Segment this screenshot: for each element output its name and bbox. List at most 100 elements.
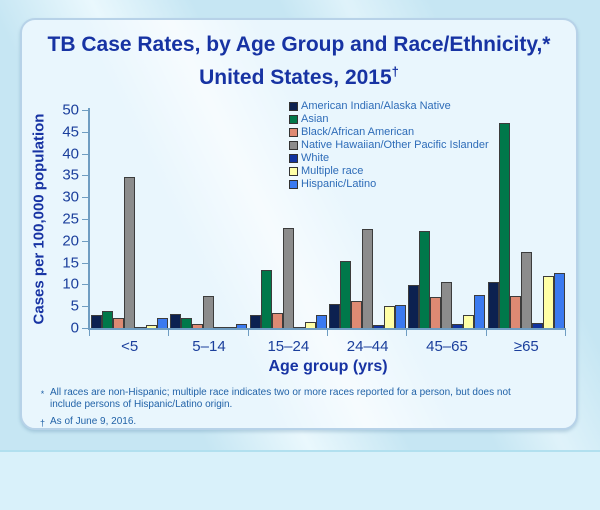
bar bbox=[315, 315, 327, 328]
bar bbox=[498, 122, 510, 328]
footnotes: * All races are non-Hispanic; multiple r… bbox=[35, 387, 565, 434]
y-axis-tick bbox=[82, 328, 88, 329]
bar-group bbox=[407, 110, 486, 328]
x-axis-tick bbox=[247, 330, 249, 336]
y-axis-tick-label: 45 bbox=[62, 123, 79, 141]
x-axis-tick-label: 5–14 bbox=[192, 338, 226, 355]
y-axis-line bbox=[88, 108, 90, 328]
bar bbox=[170, 314, 182, 328]
bar bbox=[408, 285, 420, 328]
bar-group bbox=[249, 110, 328, 328]
bar bbox=[542, 276, 554, 328]
bar-group bbox=[90, 110, 169, 328]
y-axis-tick-label: 50 bbox=[62, 101, 79, 119]
footnote-text: As of June 9, 2016. bbox=[50, 416, 137, 427]
x-axis-tick-label: 15–24 bbox=[267, 338, 310, 355]
bar bbox=[340, 261, 352, 328]
bar bbox=[135, 326, 147, 328]
x-axis-tick-label: 45–65 bbox=[426, 338, 468, 355]
x-axis-tick-labels: <5 5–14 15–24 24–44 45–65 ≥65 bbox=[90, 338, 566, 355]
bar bbox=[441, 282, 453, 328]
bar bbox=[102, 311, 114, 328]
bar bbox=[304, 321, 316, 328]
slide-title-line2: United States, 2015 bbox=[199, 66, 392, 89]
bar bbox=[249, 315, 261, 328]
footnote-asof: † As of June 9, 2016. bbox=[35, 416, 565, 429]
x-axis-title: Age group (yrs) bbox=[268, 358, 388, 375]
y-axis-tick-label: 30 bbox=[62, 188, 79, 206]
bar bbox=[146, 325, 158, 328]
x-axis-tick bbox=[327, 330, 328, 336]
bar bbox=[419, 231, 431, 328]
y-axis-tick-label: 15 bbox=[62, 254, 79, 272]
x-axis-tick-label: <5 bbox=[121, 338, 139, 355]
bar bbox=[430, 297, 442, 328]
y-axis-tick bbox=[82, 197, 88, 199]
bar bbox=[260, 270, 272, 328]
footnote-marker: † bbox=[39, 418, 45, 428]
bar bbox=[531, 322, 543, 328]
bar bbox=[293, 326, 305, 328]
bar bbox=[203, 295, 215, 328]
y-axis-tick bbox=[82, 240, 88, 242]
bar bbox=[91, 314, 103, 328]
y-axis-tick bbox=[82, 284, 88, 286]
bar-group bbox=[487, 110, 566, 328]
y-axis-tick bbox=[82, 131, 88, 133]
y-axis-tick bbox=[82, 306, 88, 308]
x-axis-tick bbox=[565, 330, 566, 336]
y-axis-tick bbox=[82, 153, 88, 155]
y-axis-tick-label: 35 bbox=[62, 166, 79, 184]
x-axis-tick bbox=[406, 330, 408, 336]
bar bbox=[271, 312, 283, 328]
bar bbox=[124, 176, 136, 328]
bars-container bbox=[90, 110, 566, 328]
x-axis-line bbox=[88, 328, 566, 330]
slide-title-line1: TB Case Rates, by Age Group and Race/Eth… bbox=[47, 33, 551, 56]
x-axis-tick bbox=[168, 330, 170, 336]
y-axis-tick-label: 40 bbox=[62, 145, 79, 163]
bar bbox=[520, 251, 532, 328]
y-axis-tick-label: 25 bbox=[62, 210, 79, 228]
x-axis-tick bbox=[485, 330, 487, 336]
x-axis-tick-label: 24–44 bbox=[346, 338, 389, 355]
y-axis-tick-label: 10 bbox=[62, 275, 79, 293]
bottom-band bbox=[0, 450, 600, 510]
bar bbox=[214, 327, 226, 328]
slide-title: TB Case Rates, by Age Group and Race/Eth… bbox=[22, 31, 576, 91]
bar bbox=[351, 300, 363, 328]
bar bbox=[463, 314, 475, 328]
bar bbox=[329, 304, 341, 328]
bar-group bbox=[328, 110, 407, 328]
slide-card: TB Case Rates, by Age Group and Race/Eth… bbox=[20, 18, 578, 430]
y-axis-tick-label: 20 bbox=[62, 232, 79, 250]
bar bbox=[157, 318, 169, 328]
bar bbox=[225, 327, 237, 328]
y-axis-tick bbox=[82, 262, 88, 264]
bar bbox=[509, 296, 521, 328]
x-axis-tick-label: ≥65 bbox=[513, 338, 539, 355]
bar bbox=[395, 304, 407, 328]
bar bbox=[282, 227, 294, 328]
plot-area: 0 5 10 15 20 25 30 35 40 45 50 bbox=[62, 102, 566, 337]
footnote-marker: * bbox=[40, 389, 45, 399]
bar bbox=[113, 318, 125, 328]
bar bbox=[384, 306, 396, 328]
bar bbox=[192, 323, 204, 328]
slide-title-dagger: † bbox=[391, 64, 399, 79]
bar-group bbox=[169, 110, 248, 328]
footnote-text: All races are non-Hispanic; multiple rac… bbox=[50, 387, 511, 410]
x-axis-tick bbox=[89, 330, 90, 336]
y-axis-tick bbox=[82, 219, 88, 220]
bar bbox=[181, 318, 193, 328]
y-axis-tick bbox=[82, 110, 88, 111]
footnote-races: * All races are non-Hispanic; multiple r… bbox=[35, 387, 565, 411]
bar bbox=[452, 323, 464, 328]
bar bbox=[236, 323, 248, 328]
y-axis-title: Cases per 100,000 population bbox=[30, 113, 48, 325]
y-axis-tick bbox=[82, 175, 88, 177]
bar bbox=[487, 281, 499, 328]
y-axis-tick-label: 0 bbox=[70, 319, 79, 337]
bar bbox=[373, 324, 385, 328]
bar bbox=[474, 295, 486, 328]
